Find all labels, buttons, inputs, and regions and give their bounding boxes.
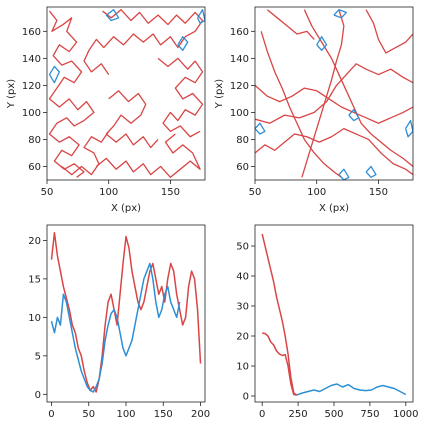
chart-panel-3: 0 50 100 150 200 0 5 10 15 20	[28, 224, 210, 420]
y-tick-label: 0	[35, 390, 41, 401]
y-tick-label: 5	[35, 351, 41, 362]
y-tick-label: 20	[236, 332, 249, 343]
y-tick-label: 140	[230, 54, 249, 65]
series-line-3	[105, 90, 159, 149]
chart-panel-4: 0 250 500 750 1000 0 10 20 30 40 50	[236, 224, 419, 420]
series-line-9	[48, 65, 60, 84]
axes-frame	[254, 6, 414, 181]
series-line-10	[255, 122, 266, 135]
axes-frame	[254, 224, 414, 403]
x-tick-label: 100	[99, 187, 118, 198]
series-line-13	[338, 168, 350, 180]
x-tick-label: 200	[191, 409, 210, 420]
series-line-3	[296, 383, 407, 396]
series-line-5	[255, 84, 413, 124]
series-line-14	[365, 165, 377, 178]
y-tick-label: 10	[236, 362, 249, 373]
series-line-6	[61, 130, 110, 176]
y-tick-label: 140	[22, 54, 41, 65]
series-line-2	[262, 332, 297, 396]
series-line-1	[48, 10, 95, 178]
y-tick-label: 80	[28, 135, 41, 146]
x-tick-label: 500	[324, 409, 343, 420]
chart-panel-1: 50 100 150 60 80 100 120 140 160 X (px) Y (px)	[6, 6, 206, 214]
y-tick-label: 120	[230, 81, 249, 92]
x-tick-label: 750	[360, 409, 379, 420]
x-tick-label: 100	[307, 187, 326, 198]
x-tick-label: 0	[259, 409, 265, 420]
plot-area	[255, 9, 413, 180]
series-line-2	[260, 31, 342, 178]
y-tick-label: 60	[236, 162, 249, 173]
series-line-15	[348, 109, 360, 122]
x-axis-label: X (px)	[111, 203, 141, 214]
y-tick-label: 15	[28, 274, 41, 285]
series-line-12	[316, 36, 328, 51]
y-tick-label: 80	[236, 135, 249, 146]
plot-area	[48, 9, 205, 178]
plot-area	[50, 231, 202, 393]
y-tick-label: 30	[236, 302, 249, 313]
y-tick-label: 120	[22, 81, 41, 92]
y-axis-label: Y (px)	[214, 79, 225, 109]
y-tick-label: 100	[230, 108, 249, 119]
x-tick-label: 50	[82, 409, 95, 420]
series-line-2	[83, 9, 204, 75]
y-tick-label: 100	[22, 108, 41, 119]
x-tick-label: 100	[116, 409, 135, 420]
series-line-4	[301, 9, 345, 178]
axes-frame	[46, 6, 206, 181]
series-line-1	[261, 233, 298, 396]
series-line-6	[255, 127, 413, 176]
plot-area	[261, 233, 407, 396]
x-tick-label: 150	[154, 409, 173, 420]
x-axis-label: X (px)	[319, 203, 349, 214]
series-line-7	[365, 9, 413, 54]
series-line-11	[404, 119, 413, 138]
series-line-8	[266, 9, 315, 40]
y-tick-label: 60	[28, 162, 41, 173]
series-line-1	[50, 231, 202, 393]
y-tick-label: 10	[28, 313, 41, 324]
y-tick-label: 20	[28, 236, 41, 247]
series-line-8	[177, 36, 189, 51]
series-line-4	[157, 57, 204, 138]
x-tick-label: 50	[249, 187, 262, 198]
series-line-10	[197, 9, 205, 24]
x-tick-label: 250	[289, 409, 308, 420]
x-tick-label: 150	[369, 187, 388, 198]
y-tick-label: 0	[243, 392, 249, 403]
series-line-2	[50, 262, 181, 393]
y-axis-label: Y (px)	[6, 79, 17, 109]
y-tick-label: 160	[230, 27, 249, 38]
chart-panel-2: 50 100 150 60 80 100 120 140 160 X (px) Y (px)	[214, 6, 414, 214]
y-tick-label: 40	[236, 272, 249, 283]
series-line-9	[333, 9, 347, 19]
x-tick-label: 50	[41, 187, 54, 198]
series-line-5	[95, 133, 201, 178]
y-tick-label: 50	[236, 242, 249, 253]
x-tick-label: 0	[48, 409, 54, 420]
x-tick-label: 150	[161, 187, 180, 198]
series-line-3	[303, 9, 413, 167]
series-line-7	[105, 9, 120, 22]
y-tick-label: 160	[22, 27, 41, 38]
x-tick-label: 1000	[393, 409, 418, 420]
